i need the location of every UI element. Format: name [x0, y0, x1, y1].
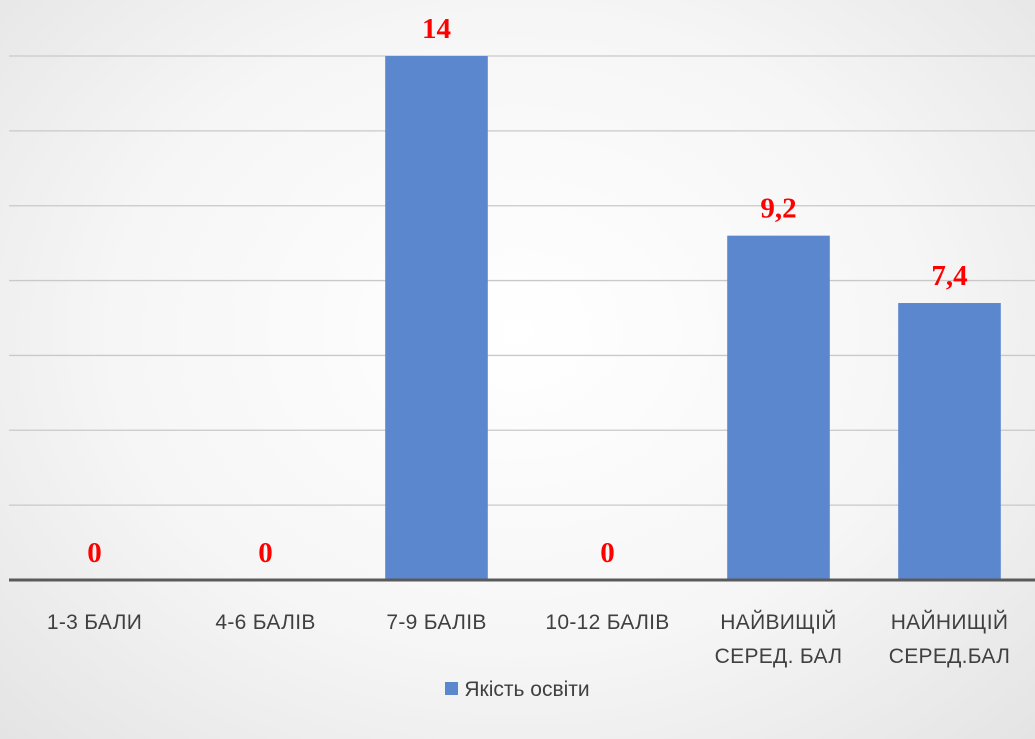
bar [898, 303, 1001, 580]
x-tick-label: 4-6 БАЛІВ [215, 611, 316, 634]
bar [727, 235, 830, 580]
x-tick-label: НАЙВИЩІЙ СЕРЕД. БАЛ [714, 611, 843, 668]
data-label: 7,4 [931, 260, 967, 292]
x-tick-label: 10-12 БАЛІВ [545, 611, 670, 634]
x-tick-label: 1-3 БАЛИ [46, 611, 143, 634]
bar [385, 56, 488, 580]
legend: Якість освіти [0, 678, 1035, 702]
x-tick-label: НАЙНИЩІЙ СЕРЕД.БАЛ [888, 611, 1011, 668]
data-label: 14 [422, 13, 451, 45]
data-label: 9,2 [760, 193, 796, 225]
data-label: 0 [258, 537, 273, 569]
x-tick-label: 7-9 БАЛІВ [386, 611, 487, 634]
legend-swatch [445, 682, 459, 695]
legend-label: Якість освіти [464, 678, 590, 701]
data-label: 0 [87, 537, 102, 569]
data-label: 0 [600, 537, 615, 569]
